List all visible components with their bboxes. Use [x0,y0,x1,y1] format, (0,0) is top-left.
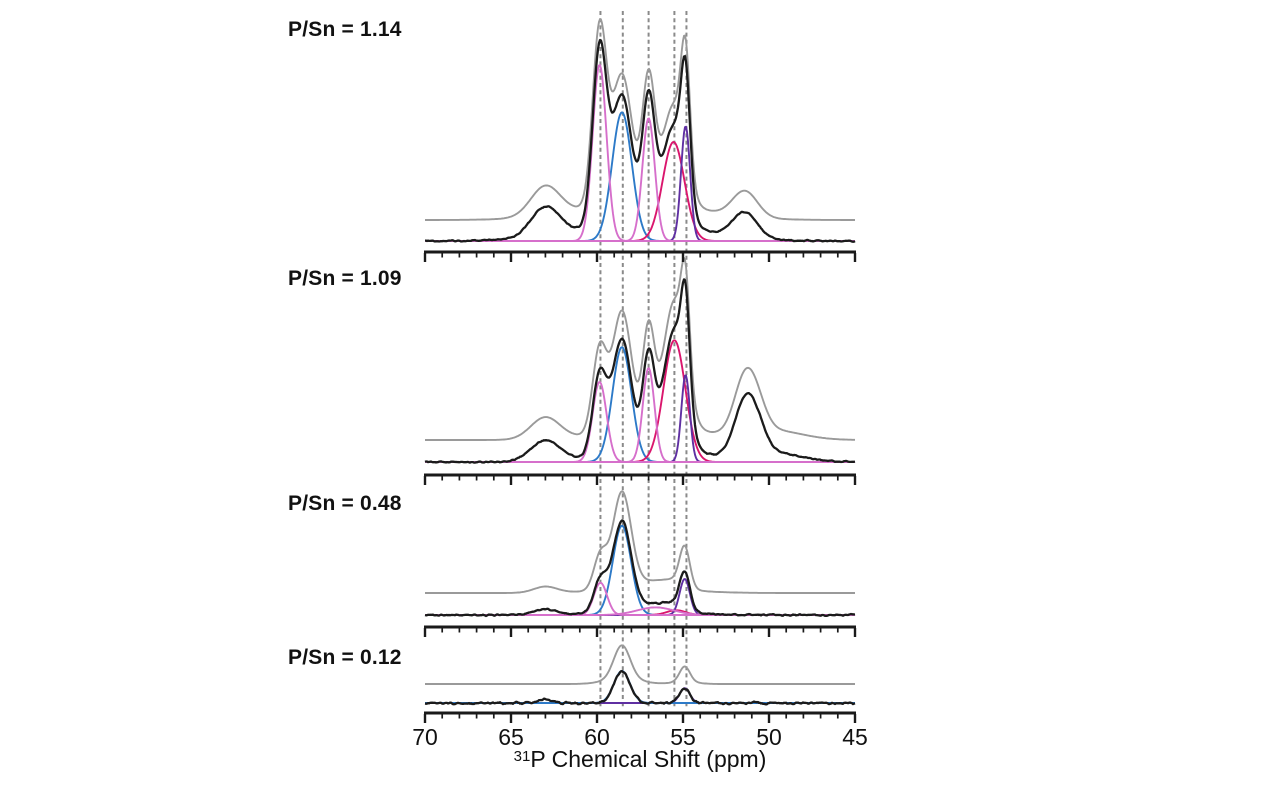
fit-component-orchid-57ppm-panel-1 [425,117,855,242]
total-fit-envelope-panel-2 [425,257,855,441]
x-tick-label-45: 45 [842,724,868,750]
x-axis-label-superscript: 31 [513,748,531,765]
x-tick-label-50: 50 [756,724,782,750]
fit-component-purple-54.85ppm-panel-2 [425,374,855,463]
fit-component-orchid-59.85ppm-panel-1 [425,64,855,242]
experimental-trace-panel-1 [424,38,856,243]
total-fit-envelope-panel-3 [425,490,855,594]
x-axis-label: 31P Chemical Shift (ppm) [425,746,855,773]
panel-label-psn-1.14: P/Sn = 1.14 [288,18,402,41]
panel-label-psn-0.48: P/Sn = 0.48 [288,492,402,515]
total-fit-envelope-panel-4 [425,644,855,685]
x-tick-label-60: 60 [584,724,610,750]
total-fit-envelope-panel-1 [425,18,855,221]
x-axis-label-text: P Chemical Shift (ppm) [530,746,767,772]
experimental-trace-panel-3 [424,519,856,618]
fit-component-blue-58.55ppm-panel-4 [425,670,855,704]
fit-component-orchid-59.85ppm-panel-2 [425,381,855,463]
x-tick-label-55: 55 [670,724,696,750]
x-tick-label-65: 65 [498,724,524,750]
panel-label-psn-0.12: P/Sn = 0.12 [288,646,402,669]
panel-label-psn-1.09: P/Sn = 1.09 [288,267,402,290]
experimental-trace-panel-4 [424,670,856,706]
fit-component-orchid-57ppm-panel-2 [425,367,855,463]
experimental-trace-panel-2 [424,278,856,464]
x-tick-label-70: 70 [412,724,438,750]
